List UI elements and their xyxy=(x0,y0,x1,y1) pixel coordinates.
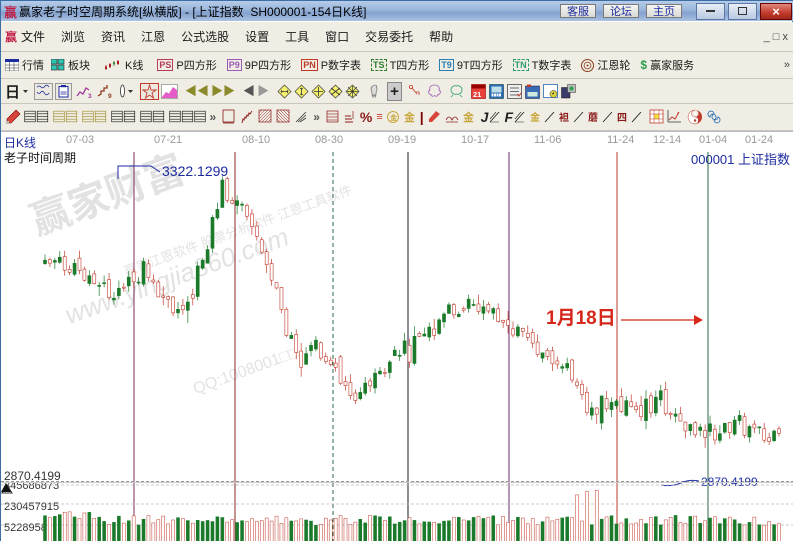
svg-text:金: 金 xyxy=(404,110,415,124)
svg-text:金: 金 xyxy=(463,110,474,124)
svg-text:蘑: 蘑 xyxy=(588,111,598,124)
svg-text:3: 3 xyxy=(88,93,92,99)
svg-text:四: 四 xyxy=(617,112,627,124)
svg-text:袒: 袒 xyxy=(559,111,569,124)
svg-text:1月18日: 1月18日 xyxy=(546,308,616,329)
svg-text:9: 9 xyxy=(108,93,112,99)
svg-text:3322.1299: 3322.1299 xyxy=(162,163,228,179)
svg-text:21: 21 xyxy=(473,90,481,99)
svg-text:金: 金 xyxy=(390,113,397,122)
svg-text:金: 金 xyxy=(530,111,540,124)
